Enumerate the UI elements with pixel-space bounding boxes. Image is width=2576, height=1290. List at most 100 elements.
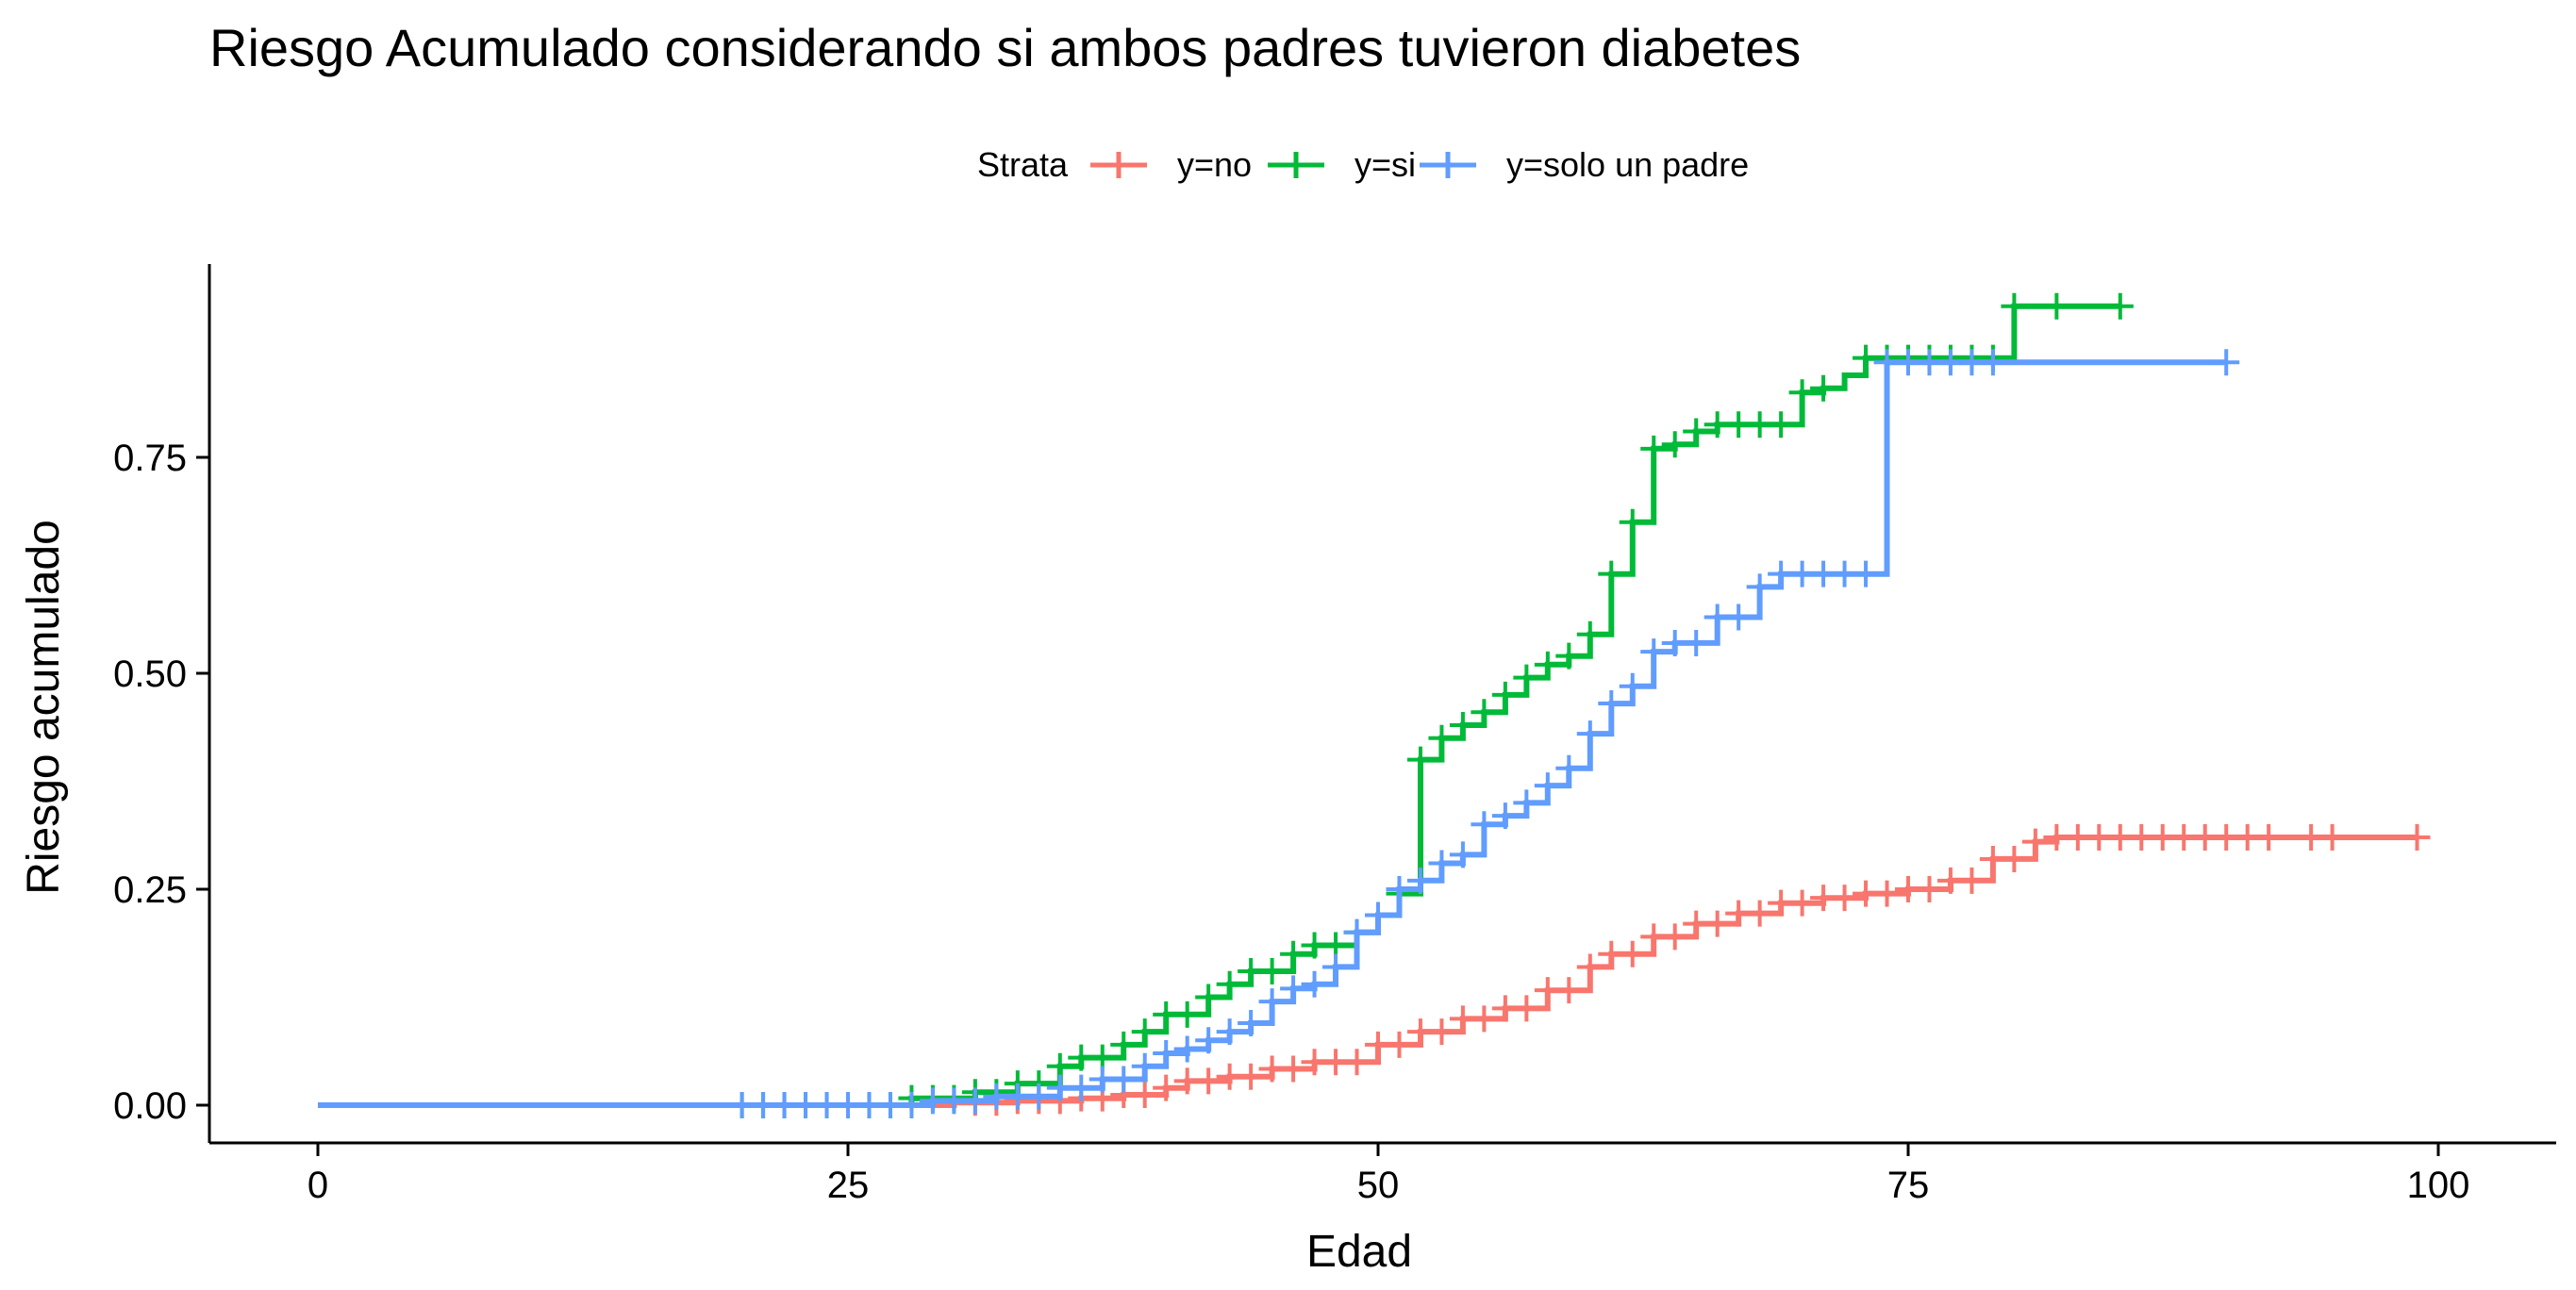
censor-mark — [1386, 876, 1413, 902]
censor-mark — [1491, 681, 1519, 708]
censor-mark — [1386, 1031, 1413, 1058]
censor-mark — [1619, 508, 1646, 536]
censor-mark — [1238, 1009, 1265, 1036]
censor-mark — [1768, 411, 1795, 438]
legend-item: y=solo un padre — [1420, 145, 1749, 184]
censor-mark — [1365, 901, 1391, 929]
censor-mark — [1131, 1018, 1158, 1046]
x-tick-label: 100 — [2407, 1165, 2470, 1206]
legend-title: Strata — [977, 145, 1069, 184]
censor-mark — [1619, 672, 1646, 700]
y-tick-label: 0.00 — [113, 1085, 187, 1127]
legend-item: y=si — [1268, 145, 1416, 184]
censor-mark — [2001, 292, 2028, 320]
plot-area: 0 25 50 75 100 0.00 0.25 0.50 0.75 — [113, 264, 2556, 1206]
censor-mark — [1280, 975, 1307, 1002]
x-tick-label: 75 — [1887, 1165, 1930, 1206]
censor-mark — [1873, 880, 1901, 907]
series-1 — [318, 824, 2431, 1116]
censor-mark — [1703, 910, 1731, 937]
censor-mark — [1746, 900, 1773, 927]
censor-mark — [1746, 573, 1773, 601]
censor-mark — [1810, 374, 1837, 402]
censor-mark — [1725, 604, 1753, 631]
series-2 — [318, 292, 2134, 1118]
censor-mark — [1428, 850, 1455, 877]
censor-mark — [2403, 824, 2431, 852]
censor-mark — [1173, 1035, 1201, 1063]
censor-mark — [1428, 724, 1455, 752]
legend-item: y=no — [1090, 145, 1252, 184]
censor-mark — [1534, 772, 1561, 800]
censor-mark — [1258, 988, 1286, 1016]
censor-mark — [1576, 620, 1604, 648]
censor-mark — [2001, 845, 2028, 872]
legend-label: y=solo un padre — [1506, 145, 1749, 184]
legend: Strata y=no y=si y=solo un padre — [977, 145, 1749, 184]
censor-mark — [2318, 824, 2346, 852]
censor-mark — [2255, 824, 2283, 852]
censor-mark — [1598, 560, 1625, 587]
censor-mark — [1173, 1001, 1201, 1028]
censor-mark — [1195, 1027, 1222, 1054]
censor-mark — [1958, 867, 1986, 894]
censor-mark — [1576, 953, 1604, 981]
censor-mark — [1068, 1074, 1095, 1101]
censor-mark — [1555, 977, 1583, 1004]
x-axis-title: Edad — [1306, 1227, 1412, 1277]
censor-mark — [1619, 940, 1646, 968]
censor-mark — [1640, 435, 1668, 462]
censor-mark — [1513, 789, 1540, 817]
y-tick-label: 0.25 — [113, 869, 187, 911]
censor-mark — [1471, 699, 1498, 726]
censor-mark — [1131, 1052, 1158, 1080]
censor-mark — [1683, 418, 1710, 445]
legend-key — [1268, 152, 1324, 178]
censor-mark — [1853, 560, 1880, 587]
series-line — [318, 835, 2418, 1108]
censor-mark — [1788, 379, 1816, 406]
censor-mark — [2213, 349, 2240, 376]
legend-label: y=no — [1177, 145, 1252, 184]
censor-mark — [1788, 889, 1816, 917]
censor-mark — [1110, 1066, 1138, 1093]
censor-mark — [1598, 690, 1625, 718]
censor-mark — [1238, 1063, 1265, 1090]
censor-mark — [1534, 651, 1561, 678]
censor-mark — [1406, 746, 1434, 773]
censor-mark — [1831, 885, 1858, 912]
censor-mark — [1449, 841, 1476, 868]
censor-mark — [2043, 292, 2070, 320]
legend-label: y=si — [1354, 145, 1416, 184]
censor-mark — [1301, 970, 1328, 998]
y-axis-title: Riesgo acumulado — [19, 520, 69, 895]
y-tick-label: 0.75 — [113, 438, 187, 479]
censor-mark — [1343, 918, 1371, 946]
censor-mark — [1661, 431, 1688, 458]
x-tick-label: 50 — [1357, 1165, 1400, 1206]
censor-mark — [1513, 995, 1540, 1022]
chart-title: Riesgo Acumulado considerando si ambos p… — [209, 18, 1801, 77]
x-tick-label: 0 — [307, 1165, 328, 1206]
censor-mark — [1428, 1018, 1455, 1046]
censor-mark — [1640, 638, 1668, 666]
censor-mark — [961, 1087, 989, 1115]
censor-mark — [1576, 720, 1604, 748]
censor-mark — [1555, 754, 1583, 782]
censor-mark — [1110, 1031, 1138, 1058]
censor-mark — [2021, 828, 2049, 855]
censor-mark — [1449, 711, 1476, 738]
censor-mark — [1258, 958, 1286, 985]
censor-mark — [1131, 1082, 1158, 1109]
censor-mark — [1343, 1049, 1371, 1076]
censor-mark — [1153, 1040, 1180, 1067]
censor-mark — [1322, 953, 1350, 981]
censor-mark — [898, 1092, 925, 1118]
censor-mark — [1491, 802, 1519, 830]
legend-key — [1090, 152, 1147, 178]
censor-mark — [2106, 292, 2134, 320]
censor-mark — [1471, 1005, 1498, 1033]
censor-mark — [1280, 1055, 1307, 1083]
censor-mark — [1979, 349, 2006, 376]
